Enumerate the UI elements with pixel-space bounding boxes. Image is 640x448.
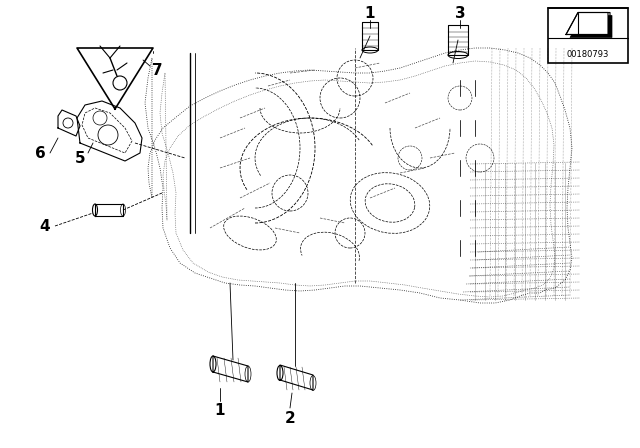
Text: 7: 7 xyxy=(152,63,163,78)
Text: 6: 6 xyxy=(35,146,45,160)
Text: 1: 1 xyxy=(215,402,225,418)
Text: 5: 5 xyxy=(75,151,85,165)
Text: 1: 1 xyxy=(365,5,375,21)
Polygon shape xyxy=(570,16,612,38)
Text: 00180793: 00180793 xyxy=(567,49,609,59)
Bar xyxy=(548,8,628,63)
Text: 4: 4 xyxy=(40,219,51,233)
Polygon shape xyxy=(566,13,608,34)
Text: 3: 3 xyxy=(454,5,465,21)
Text: 2: 2 xyxy=(285,410,296,426)
